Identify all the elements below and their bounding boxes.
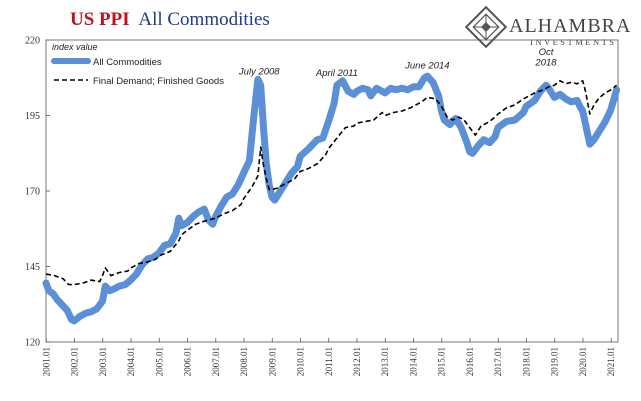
diamond-logo-icon [464,5,508,49]
series-line-all-commodities [42,72,621,325]
y-tick-label: 170 [25,187,40,198]
x-tick-label: 2015.01 [437,347,447,376]
x-tick-label: 2014.01 [408,347,418,376]
legend: All Commodities Final Demand; Finished G… [51,57,224,87]
annotation-label: 2018 [534,58,557,69]
legend-label-all-commodities: All Commodities [93,57,162,68]
x-axis-ticks: 2001.01 2002.01 2003.01 2004.01 2005.01 2006.… [41,338,616,376]
chart-title: US PPI All Commodities [70,9,270,30]
x-tick-label: 2018.01 [521,347,531,376]
x-tick-label: 2002.01 [70,347,80,376]
x-tick-label: 2005.01 [154,347,164,376]
x-tick-label: 2012.01 [352,347,362,376]
x-tick-label: 2010.01 [296,347,306,376]
x-tick-label: 2017.01 [493,347,503,376]
x-tick-label: 2019.01 [550,347,560,376]
logo-sub: INVESTMENTS [530,37,617,47]
x-tick-label: 2013.01 [380,347,390,376]
series-layer [42,72,621,325]
x-tick-label: 2004.01 [126,347,136,376]
x-tick-label: 2020.01 [578,347,588,376]
annotation-label: June 2014 [404,61,449,72]
x-tick-label: 2008.01 [239,347,249,376]
series-line-final-demand [45,80,618,286]
x-tick-label: 2016.01 [465,347,475,376]
y-tick-label: 120 [25,338,40,349]
y-tick-label: 195 [25,111,40,122]
y-tick-label: 220 [25,36,40,47]
x-tick-label: 2011.01 [324,347,334,376]
annotation-label: Oct [539,47,554,58]
x-tick-label: 2021.01 [606,347,616,376]
x-tick-label: 2007.01 [211,347,221,376]
x-tick-label: 2006.01 [183,347,193,376]
title-part-1: US PPI [70,9,130,30]
annotation-label: April 2011 [315,68,358,79]
y-axis-label: index value [52,42,98,52]
legend-label-final-demand: Final Demand; Finished Goods [93,76,224,87]
x-tick-label: 2003.01 [98,347,108,376]
y-tick-label: 145 [25,262,40,273]
logo-name: ALHAMBRA [509,15,631,37]
alhambra-logo: ALHAMBRA INVESTMENTS [464,5,631,49]
x-tick-label: 2009.01 [267,347,277,376]
annotation-label: July 2008 [238,67,280,78]
title-part-2: All Commodities [138,9,269,30]
x-tick-label: 2001.01 [41,347,51,376]
